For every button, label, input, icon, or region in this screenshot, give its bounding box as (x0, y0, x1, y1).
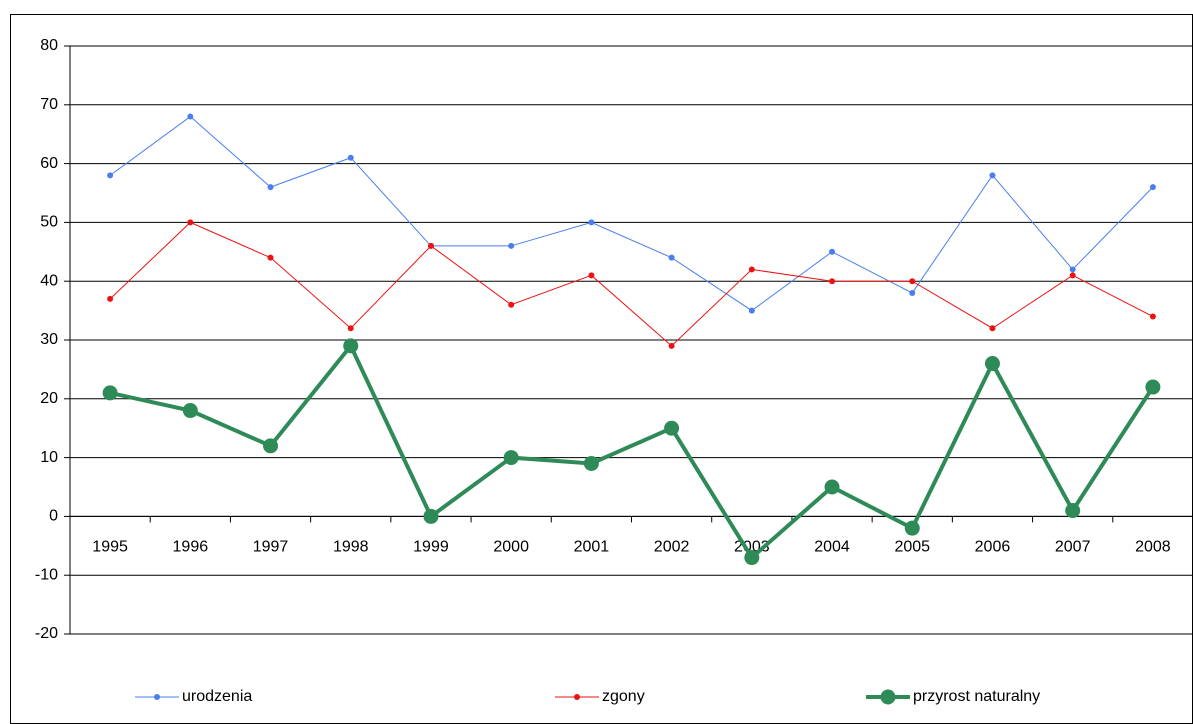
data-point (182, 403, 198, 419)
x-tick-label: 2007 (1055, 539, 1091, 556)
x-tick-label: 2000 (493, 539, 529, 556)
data-point (107, 172, 114, 179)
data-point (267, 184, 274, 191)
y-tick-label: 70 (40, 96, 58, 113)
data-point (989, 325, 996, 332)
series-line (109, 342, 1155, 561)
series-line (109, 221, 1154, 347)
data-point (187, 113, 194, 120)
x-tick-label: 2008 (1135, 539, 1171, 556)
x-tick-label: 1997 (253, 539, 289, 556)
data-point (427, 242, 434, 249)
x-tick-label: 1998 (333, 539, 369, 556)
data-point (508, 242, 515, 249)
data-point (904, 520, 920, 536)
data-point (503, 450, 519, 466)
chart-frame (10, 14, 1193, 724)
legend-label: zgony (602, 688, 645, 705)
legend-marker (154, 694, 160, 700)
y-tick-label: 20 (40, 390, 58, 407)
legend-label: przyrost naturalny (913, 688, 1040, 705)
data-point (909, 278, 916, 285)
data-point (583, 455, 599, 471)
y-tick-label: 50 (40, 214, 58, 231)
data-point (263, 438, 279, 454)
y-tick-label: 40 (40, 272, 58, 289)
data-point (824, 479, 840, 495)
data-point (508, 301, 515, 308)
data-point (664, 420, 680, 436)
data-point (1069, 272, 1076, 279)
x-tick-label: 1996 (173, 539, 209, 556)
data-point (1145, 379, 1161, 395)
data-point (423, 508, 439, 524)
x-tick-label: 1999 (413, 539, 449, 556)
data-point (347, 154, 354, 161)
x-tick-label: 2004 (814, 539, 850, 556)
y-tick-label: -20 (35, 625, 58, 642)
data-point (1065, 503, 1081, 519)
data-point (107, 295, 114, 302)
data-point (343, 338, 359, 354)
data-point (744, 550, 760, 566)
legend-label: urodzenia (182, 688, 252, 705)
x-tick-label: 2002 (654, 539, 690, 556)
data-point (748, 266, 755, 273)
data-point (1149, 313, 1156, 320)
series-line (109, 115, 1154, 312)
data-point (187, 219, 194, 226)
legend-marker (574, 694, 580, 700)
data-point (984, 356, 1000, 372)
y-tick-label: 10 (40, 449, 58, 466)
data-point (588, 219, 595, 226)
data-point (347, 325, 354, 332)
data-point (1149, 184, 1156, 191)
data-point (829, 248, 836, 255)
data-point (102, 385, 118, 401)
data-point (909, 289, 916, 296)
y-tick-label: -10 (35, 566, 58, 583)
x-tick-label: 1995 (92, 539, 128, 556)
y-tick-label: 60 (40, 155, 58, 172)
x-tick-label: 2005 (894, 539, 930, 556)
data-point (588, 272, 595, 279)
x-tick-label: 2001 (574, 539, 610, 556)
data-point (668, 254, 675, 261)
y-tick-label: 80 (40, 37, 58, 54)
legend-marker (880, 689, 896, 705)
y-tick-label: 30 (40, 331, 58, 348)
data-point (989, 172, 996, 179)
data-point (267, 254, 274, 261)
data-point (829, 278, 836, 285)
data-point (1069, 266, 1076, 273)
data-point (748, 307, 755, 314)
y-tick-label: 0 (49, 508, 58, 525)
x-tick-label: 2006 (975, 539, 1011, 556)
data-point (668, 342, 675, 349)
